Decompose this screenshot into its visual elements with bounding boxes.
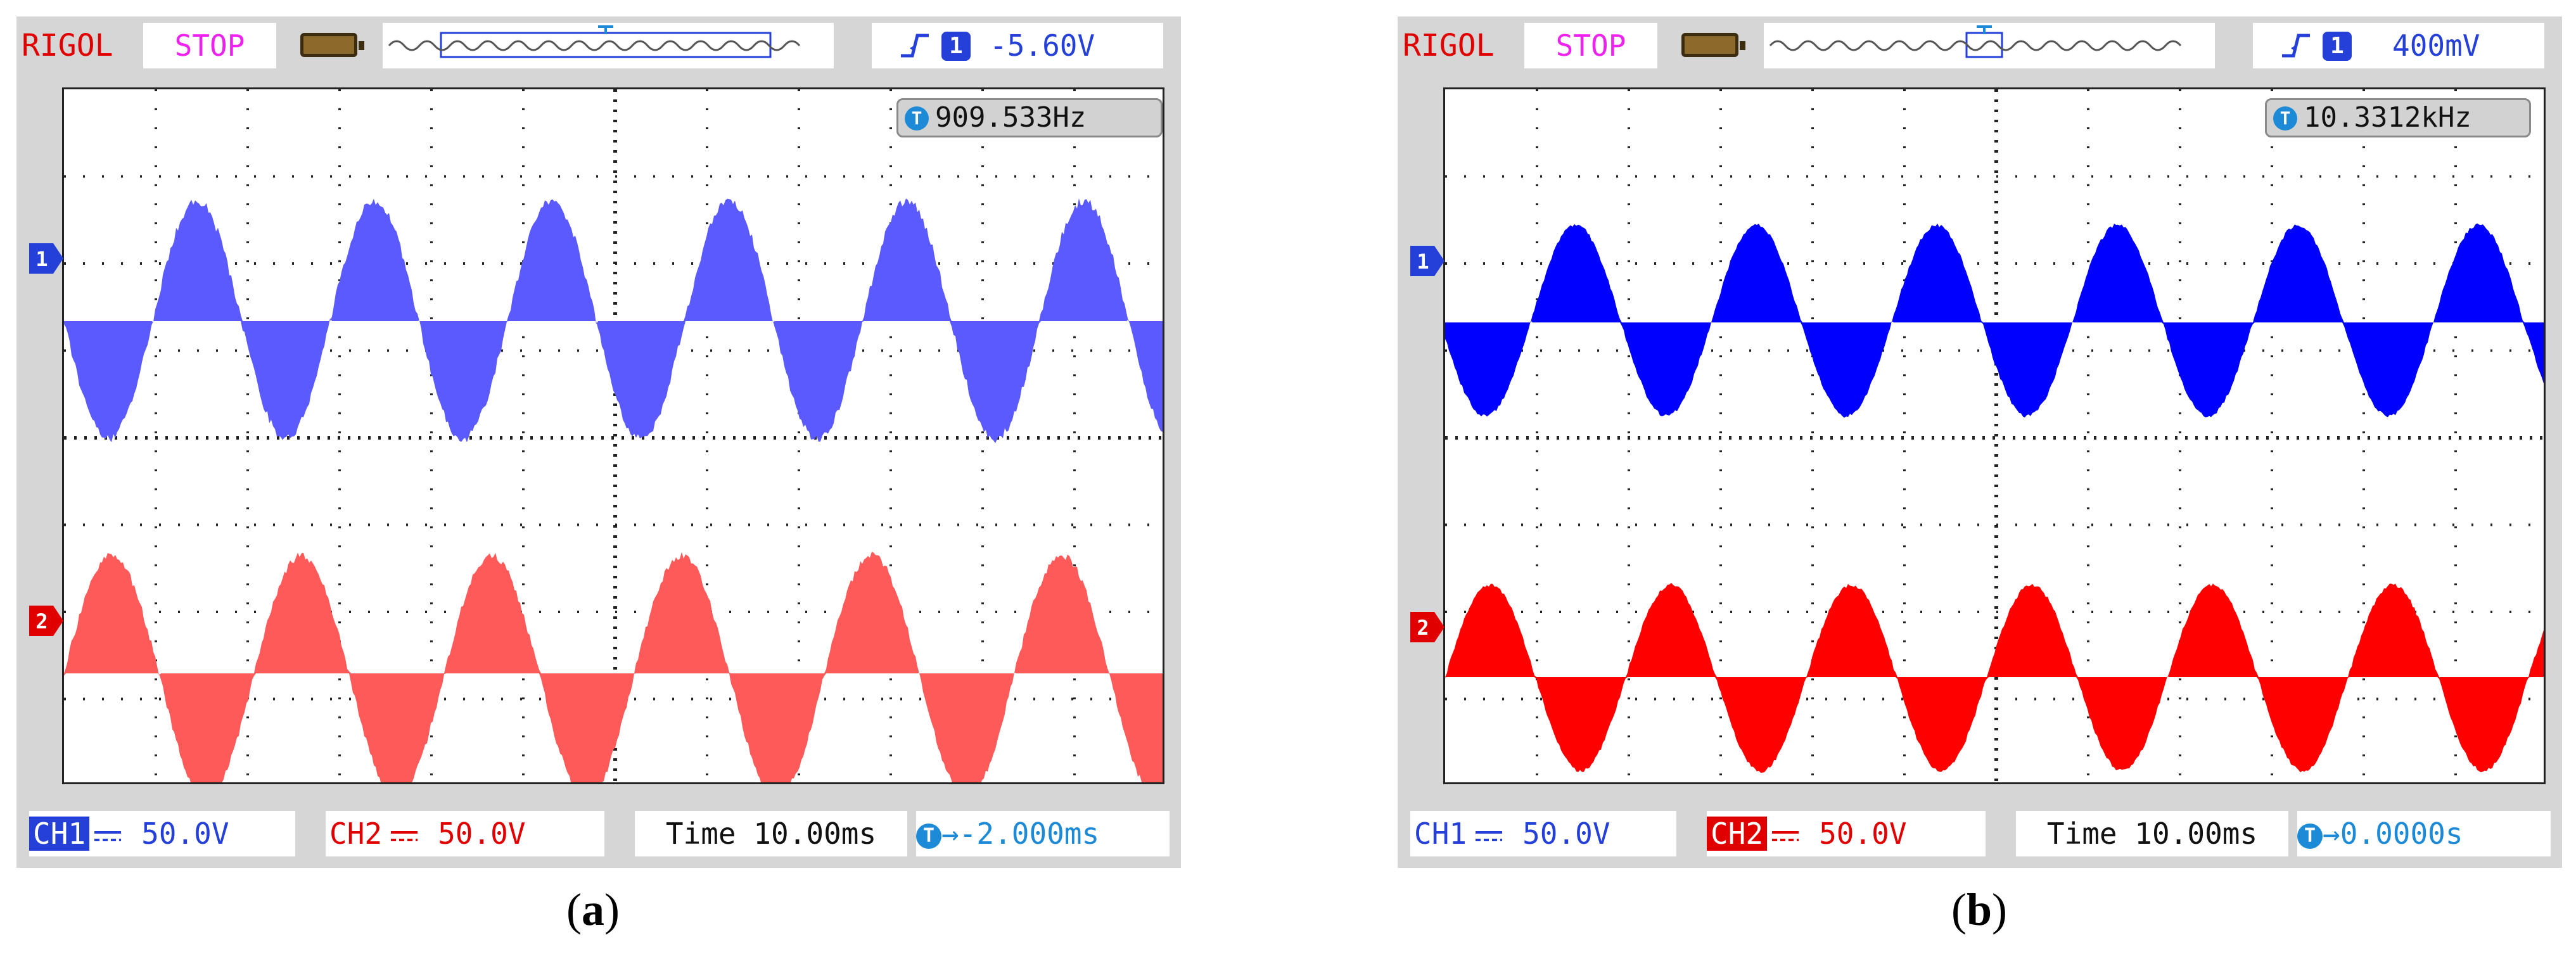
trigger-level-value: -5.60V	[990, 23, 1154, 68]
channel-1-marker-icon[interactable]: 1	[1410, 246, 1444, 276]
channel-2-marker-icon[interactable]: 2	[29, 606, 63, 636]
ch2-scale-readout[interactable]: CH2 50.0V	[1707, 811, 1986, 856]
ch2-scale-readout[interactable]: CH2 50.0V	[326, 811, 604, 856]
trigger-offset-value: →-2.000ms	[941, 817, 1099, 851]
trigger-icon: T	[2273, 106, 2297, 130]
svg-text:2: 2	[1417, 616, 1429, 640]
timebase-readout[interactable]: Time 10.00ms	[635, 811, 907, 856]
waveform-plot-a	[64, 89, 1164, 784]
ch1-scale-value: 50.0V	[141, 817, 229, 851]
run-status-button[interactable]: STOP	[1524, 23, 1657, 68]
dc-coupling-icon	[388, 824, 420, 849]
ch1-waveform-a	[64, 198, 1164, 443]
trigger-settings[interactable]: 1 400mV	[2253, 23, 2544, 68]
dc-coupling-icon	[1473, 824, 1505, 849]
ch1-label: CH1	[1410, 817, 1470, 851]
ch2-label: CH2	[326, 817, 386, 851]
trigger-source-badge: 1	[2323, 32, 2352, 61]
oscilloscope-panel-a: RIGOL STOP 1 -5.60V T	[16, 16, 1181, 868]
ch1-scale-value: 50.0V	[1522, 817, 1610, 851]
trigger-icon: T	[905, 106, 929, 130]
trigger-offset-readout[interactable]: T →0.0000s	[2297, 811, 2551, 856]
trigger-settings[interactable]: 1 -5.60V	[872, 23, 1163, 68]
waveform-display-a[interactable]: T 909.533Hz	[62, 87, 1164, 784]
rising-edge-icon	[896, 23, 934, 68]
svg-text:1: 1	[1417, 250, 1429, 274]
frequency-value: 10.3312kHz	[2304, 100, 2471, 136]
battery-icon	[1681, 33, 1738, 57]
trigger-level-value: 400mV	[2392, 23, 2557, 68]
caption-a: (a)	[542, 878, 644, 941]
oscilloscope-panel-b: RIGOL STOP 1 400mV T	[1398, 16, 2562, 868]
battery-icon	[300, 33, 357, 57]
dc-coupling-icon	[92, 824, 124, 849]
waveform-display-b[interactable]: T 10.3312kHz	[1443, 87, 2546, 784]
channel-1-marker-icon[interactable]: 1	[29, 243, 63, 274]
memory-position-bar[interactable]	[1764, 23, 2215, 68]
caption-b: (b)	[1929, 878, 2030, 941]
ch2-label: CH2	[1707, 817, 1767, 851]
frequency-readout: T 10.3312kHz	[2265, 98, 2531, 137]
trigger-offset-readout[interactable]: T →-2.000ms	[916, 811, 1170, 856]
trigger-offset-value: →0.0000s	[2323, 817, 2463, 851]
memory-waveform-icon	[1764, 23, 2215, 68]
brand-label: RIGOL	[1403, 20, 1517, 71]
trigger-icon: T	[916, 824, 941, 849]
rising-edge-icon	[2277, 23, 2315, 68]
ch2-scale-value: 50.0V	[1819, 817, 1906, 851]
trigger-source-badge: 1	[941, 32, 971, 61]
memory-waveform-icon	[383, 23, 834, 68]
svg-text:2: 2	[35, 609, 48, 633]
frequency-value: 909.533Hz	[935, 100, 1086, 136]
channel-2-marker-icon[interactable]: 2	[1410, 612, 1444, 642]
waveform-plot-b	[1445, 89, 2546, 784]
dc-coupling-icon	[1769, 824, 1801, 849]
trigger-icon: T	[2297, 824, 2323, 849]
ch2-scale-value: 50.0V	[438, 817, 525, 851]
ch1-label: CH1	[29, 817, 89, 851]
ch1-scale-readout[interactable]: CH1 50.0V	[1410, 811, 1676, 856]
frequency-readout: T 909.533Hz	[896, 98, 1163, 137]
ch1-scale-readout[interactable]: CH1 50.0V	[29, 811, 295, 856]
run-status-button[interactable]: STOP	[143, 23, 276, 68]
brand-label: RIGOL	[22, 20, 136, 71]
timebase-readout[interactable]: Time 10.00ms	[2016, 811, 2288, 856]
memory-position-bar[interactable]	[383, 23, 834, 68]
svg-text:1: 1	[35, 247, 48, 271]
